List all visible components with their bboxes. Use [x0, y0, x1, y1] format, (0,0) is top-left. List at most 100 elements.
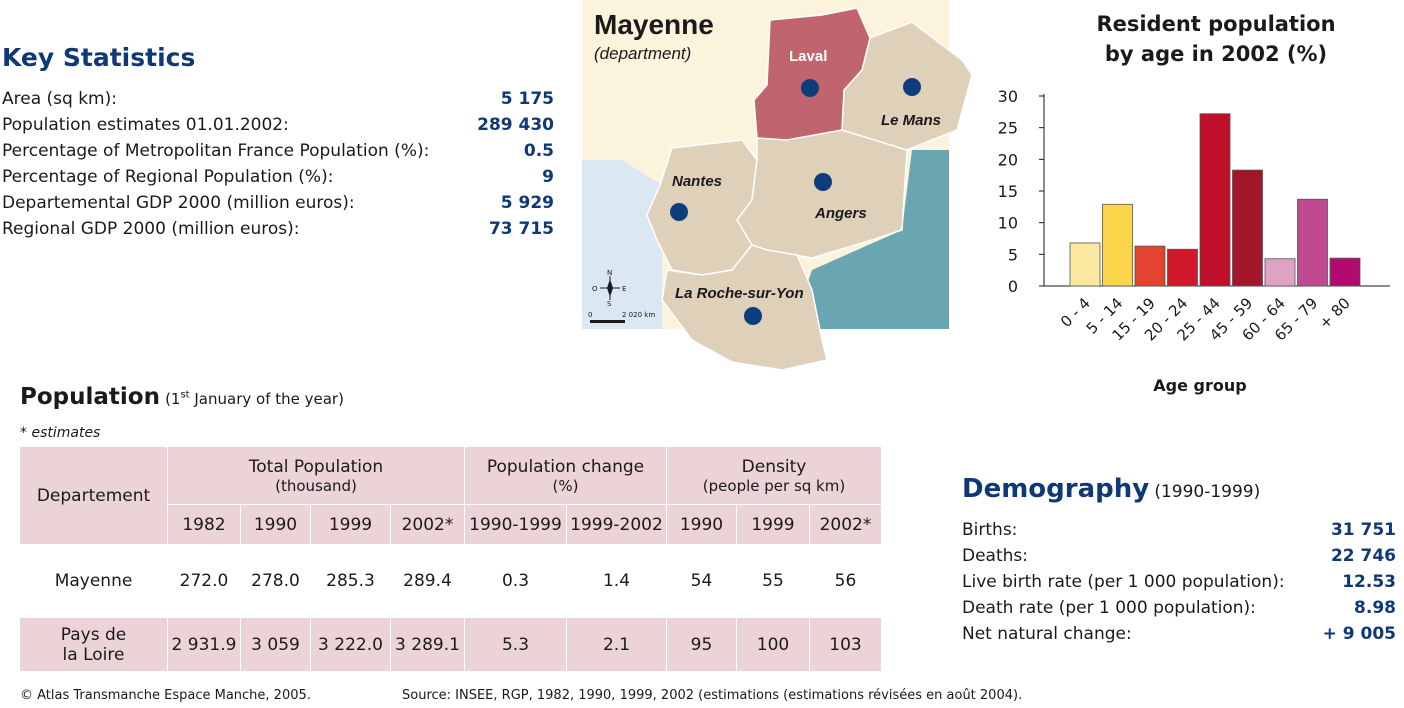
table-cell: 2 931.9 — [167, 617, 241, 672]
map-title: Mayenne — [594, 9, 714, 40]
map-subtitle: (department) — [594, 44, 691, 63]
stat-value: 0.5 — [523, 141, 554, 161]
scale-start: 0 — [588, 311, 592, 319]
y-tick-label: 30 — [998, 87, 1018, 106]
y-tick-label: 0 — [1008, 277, 1018, 296]
demography-period: (1990-1999) — [1154, 482, 1261, 502]
year-header: 1990 — [666, 504, 737, 545]
neighbor-east-area — [792, 150, 949, 329]
stat-label: Population estimates 01.01.2002: — [2, 115, 289, 135]
demography-value: + 9 005 — [1322, 624, 1396, 644]
population-table: Departement Total Population (thousand) … — [19, 446, 882, 672]
population-title-block: Population (1st January of the year) — [20, 384, 344, 410]
year-header: 1990 — [240, 504, 311, 545]
demography-row: Deaths: 22 746 — [962, 546, 1396, 572]
stat-value: 289 430 — [477, 115, 554, 135]
table-cell: 3 222.0 — [310, 617, 391, 672]
bar — [1232, 169, 1263, 287]
bar — [1134, 245, 1166, 287]
stat-value: 9 — [542, 167, 554, 187]
chart-title-line2: by age in 2002 (%) — [1104, 42, 1328, 66]
stat-label: Regional GDP 2000 (million euros): — [2, 219, 300, 239]
header-density: Density (people per sq km) — [666, 446, 882, 505]
city-label-angers: Angers — [814, 205, 867, 222]
stat-label: Departemental GDP 2000 (million euros): — [2, 193, 355, 213]
bar — [1167, 248, 1198, 287]
demography-row: Death rate (per 1 000 population): 8.98 — [962, 598, 1396, 624]
x-tick-label: + 80 — [1315, 294, 1353, 332]
city-dot-laval — [801, 79, 819, 97]
stat-value: 5 929 — [500, 193, 554, 213]
demography-row: Live birth rate (per 1 000 population): … — [962, 572, 1396, 598]
stat-label: Area (sq km): — [2, 89, 117, 109]
bar — [1102, 203, 1133, 287]
x-axis-title: Age group — [1153, 376, 1246, 395]
demography-label: Births: — [962, 520, 1018, 540]
table-row: Mayenne 272.0 278.0 285.3 289.4 0.3 1.4 … — [19, 544, 882, 618]
demography-label: Death rate (per 1 000 population): — [962, 598, 1256, 618]
stat-value: 73 715 — [488, 219, 554, 239]
y-tick-label: 10 — [998, 214, 1018, 233]
bar — [1069, 242, 1101, 287]
year-header: 1982 — [167, 504, 241, 545]
year-header: 1990-1999 — [464, 504, 567, 545]
year-header: 1999 — [736, 504, 810, 545]
demography-label: Net natural change: — [962, 624, 1132, 644]
city-dot-nantes — [670, 203, 688, 221]
compass-rose-icon: N S E O — [592, 269, 626, 308]
y-tick-label: 25 — [998, 119, 1018, 138]
demography-label: Live birth rate (per 1 000 population): — [962, 572, 1285, 592]
table-cell: 95 — [666, 617, 737, 672]
demography-value: 8.98 — [1354, 598, 1396, 618]
chart-title-line1: Resident population — [1096, 12, 1336, 36]
table-cell: 5.3 — [464, 617, 567, 672]
year-header: 2002* — [390, 504, 465, 545]
year-header: 1999 — [310, 504, 391, 545]
y-tick-label: 20 — [998, 150, 1018, 169]
compass-e: E — [622, 285, 626, 293]
table-cell: 2.1 — [566, 617, 667, 672]
header-total-population-title: Total Population — [248, 456, 384, 477]
header-total-population-unit: (thousand) — [275, 476, 357, 495]
table-cell: 278.0 — [240, 544, 311, 618]
table-cell: 285.3 — [310, 544, 391, 618]
stat-row: Regional GDP 2000 (million euros): 73 71… — [2, 219, 554, 245]
header-population-change-title: Population change — [486, 456, 645, 477]
copyright-text: © Atlas Transmanche Espace Manche, 2005. — [20, 688, 311, 703]
city-dot-angers — [814, 173, 832, 191]
stat-row: Departemental GDP 2000 (million euros): … — [2, 193, 554, 219]
city-dot-le-mans — [903, 78, 921, 96]
header-density-unit: (people per sq km) — [702, 476, 846, 495]
region-map: Mayenne (department) Laval Le Mans Nante… — [582, 0, 972, 371]
table-cell: 3 289.1 — [390, 617, 465, 672]
sea-area — [582, 160, 662, 329]
demography-row: Net natural change: + 9 005 — [962, 624, 1396, 650]
demography-title: Demography — [962, 474, 1150, 504]
table-cell: 289.4 — [390, 544, 465, 618]
city-label-le-mans: Le Mans — [881, 112, 941, 129]
demography-value: 22 746 — [1330, 546, 1396, 566]
estimates-note: * estimates — [20, 425, 101, 441]
stat-row: Percentage of Regional Population (%): 9 — [2, 167, 554, 193]
bar — [1297, 198, 1328, 287]
compass-n: N — [607, 269, 612, 277]
table-cell: 0.3 — [464, 544, 567, 618]
row-name-line2: la Loire — [62, 644, 125, 665]
demography-value: 12.53 — [1342, 572, 1396, 592]
header-departement: Departement — [19, 446, 168, 545]
bar — [1199, 113, 1231, 287]
population-subtitle-post: January of the year) — [189, 390, 344, 408]
demography-value: 31 751 — [1330, 520, 1396, 540]
header-population-change-unit: (%) — [552, 476, 579, 495]
department-mayenne — [753, 7, 871, 141]
city-label-laval: Laval — [789, 48, 827, 65]
header-density-title: Density — [741, 456, 807, 477]
table-row: Pays de la Loire 2 931.9 3 059 3 222.0 3… — [19, 617, 882, 672]
row-name: Mayenne — [19, 544, 168, 618]
table-cell: 55 — [736, 544, 810, 618]
stat-label: Percentage of Metropolitan France Popula… — [2, 141, 430, 161]
department-vendee — [661, 244, 828, 371]
population-subtitle-sup: st — [180, 389, 190, 401]
